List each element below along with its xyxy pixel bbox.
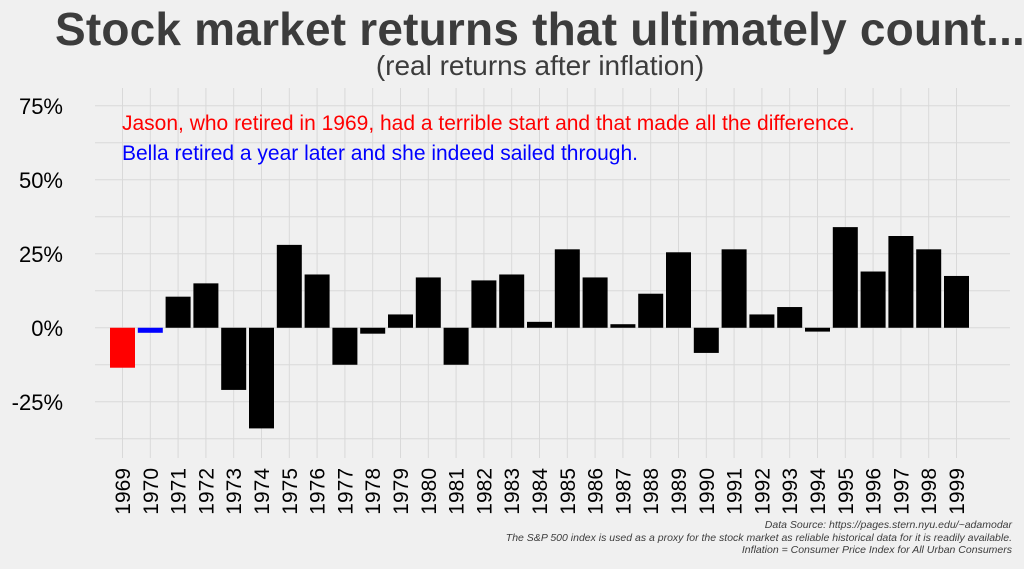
x-tick-label: 1996	[863, 468, 886, 515]
x-tick-label: 1988	[640, 468, 663, 515]
x-tick-label: 1983	[501, 468, 524, 515]
x-tick-label: 1982	[473, 468, 496, 515]
bar-1974	[249, 327, 274, 429]
x-tick-label: 1989	[668, 468, 691, 515]
x-tick-label: 1976	[307, 468, 330, 515]
bar-1994	[805, 327, 830, 332]
annotation-jason: Jason, who retired in 1969, had a terrib…	[122, 112, 855, 135]
chart-title: Stock market returns that ultimately cou…	[54, 3, 1024, 55]
x-tick-label: 1981	[446, 468, 469, 515]
bar-1972	[193, 283, 219, 328]
bar-1981	[443, 327, 469, 365]
bar-1982	[471, 280, 497, 328]
annotation-bella: Bella retired a year later and she indee…	[122, 142, 638, 165]
x-tick-label: 1994	[807, 468, 830, 515]
bar-1985	[554, 249, 580, 328]
x-tick-label: 1971	[168, 468, 191, 515]
x-tick-label: 1999	[946, 468, 969, 515]
bar-1995	[832, 227, 858, 328]
bar-1971	[165, 296, 191, 328]
bar-1989	[666, 252, 691, 328]
bar-1984	[527, 321, 552, 328]
x-tick-label: 1978	[362, 468, 385, 515]
bar-1980	[415, 277, 441, 328]
x-tick-label: 1998	[918, 468, 941, 515]
bar-1983	[499, 274, 525, 328]
y-tick-label: -25%	[12, 390, 63, 415]
chart-subtitle: (real returns after inflation)	[375, 50, 705, 81]
x-tick-label: 1977	[334, 468, 357, 515]
bar-1987	[610, 324, 636, 328]
y-tick-label: 50%	[19, 168, 63, 193]
proxy-note: The S&P 500 index is used as a proxy for…	[505, 531, 1012, 544]
bar-1990	[693, 327, 719, 353]
bar-1979	[388, 314, 413, 328]
x-tick-label: 1980	[418, 468, 441, 515]
bar-1993	[777, 307, 803, 328]
bar-1996	[860, 271, 886, 328]
bar-1969	[110, 327, 135, 368]
x-tick-label: 1990	[696, 468, 719, 515]
bar-1998	[916, 249, 942, 328]
x-tick-label: 1985	[557, 468, 580, 515]
bar-1970	[137, 327, 163, 333]
x-tick-label: 1972	[195, 468, 218, 515]
x-tick-label: 1992	[751, 468, 774, 515]
x-tick-label: 1973	[223, 468, 246, 515]
y-axis-tick-labels: -25% 0% 25% 50% 75%	[12, 94, 63, 415]
bar-1997	[888, 236, 914, 328]
x-tick-label: 1987	[612, 468, 635, 515]
bar-1975	[276, 244, 302, 328]
x-tick-label: 1974	[251, 468, 274, 515]
footnotes: Data Source: https://pages.stern.nyu.edu…	[506, 519, 1012, 557]
x-tick-label: 1970	[140, 468, 163, 515]
x-tick-label: 1979	[390, 468, 413, 515]
bar-1992	[749, 314, 775, 328]
x-tick-label: 1997	[890, 468, 913, 515]
y-tick-label: 25%	[19, 242, 63, 267]
x-tick-label: 1995	[835, 468, 858, 515]
x-tick-label: 1975	[279, 468, 302, 515]
bar-1988	[638, 293, 664, 328]
x-tick-label: 1991	[724, 468, 747, 515]
bar-1986	[582, 277, 608, 328]
bar-1973	[221, 327, 247, 390]
bar-1991	[721, 249, 747, 328]
inflation-note: Inflation = Consumer Price Index for All…	[741, 544, 1012, 556]
grid-lines	[95, 88, 1010, 458]
x-axis-tick-labels: 1969 1970 1971 1972 1973 1974 1975 1976 1977 1978…	[112, 468, 969, 515]
bar-1978	[360, 327, 386, 334]
bar-1976	[304, 274, 330, 328]
x-tick-label: 1993	[779, 468, 802, 515]
x-tick-label: 1986	[585, 468, 608, 515]
y-tick-label: 0%	[31, 316, 63, 341]
x-tick-label: 1984	[529, 468, 552, 515]
y-tick-label: 75%	[19, 94, 63, 119]
bar-1977	[332, 327, 358, 365]
bars	[110, 227, 969, 429]
bar-1999	[944, 275, 969, 328]
x-tick-label: 1969	[112, 468, 135, 515]
data-source-note: Data Source: https://pages.stern.nyu.edu…	[764, 519, 1012, 531]
